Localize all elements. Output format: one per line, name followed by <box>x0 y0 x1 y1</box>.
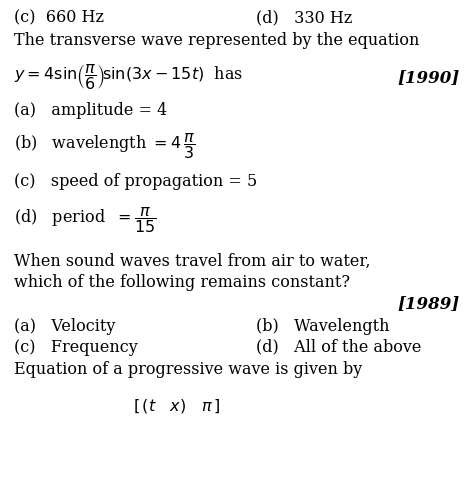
Text: (c)   speed of propagation = 5: (c) speed of propagation = 5 <box>14 173 257 190</box>
Text: The transverse wave represented by the equation: The transverse wave represented by the e… <box>14 32 419 49</box>
Text: (a)   Velocity: (a) Velocity <box>14 318 116 335</box>
Text: [1989]: [1989] <box>398 295 460 312</box>
Text: (b)   wavelength $= 4\,\dfrac{\pi}{3}$: (b) wavelength $= 4\,\dfrac{\pi}{3}$ <box>14 131 195 161</box>
Text: (c)   Frequency: (c) Frequency <box>14 339 138 356</box>
Text: $\left[\, \left(t \quad x\right) \quad \pi\,\right]$: $\left[\, \left(t \quad x\right) \quad \… <box>133 397 220 415</box>
Text: (d)   period  $= \dfrac{\pi}{15}$: (d) period $= \dfrac{\pi}{15}$ <box>14 205 157 235</box>
Text: $y = 4\sin\!\left(\dfrac{\pi}{6}\right)\!\sin(3x - 15t)$  has: $y = 4\sin\!\left(\dfrac{\pi}{6}\right)\… <box>14 62 243 92</box>
Text: (b)   Wavelength: (b) Wavelength <box>256 318 390 335</box>
Text: (c)  660 Hz: (c) 660 Hz <box>14 9 104 26</box>
Text: (a)   amplitude = 4: (a) amplitude = 4 <box>14 102 167 119</box>
Text: (d)   All of the above: (d) All of the above <box>256 339 421 356</box>
Text: When sound waves travel from air to water,: When sound waves travel from air to wate… <box>14 253 371 270</box>
Text: (d)   330 Hz: (d) 330 Hz <box>256 9 352 26</box>
Text: [1990]: [1990] <box>398 69 460 86</box>
Text: Equation of a progressive wave is given by: Equation of a progressive wave is given … <box>14 361 363 378</box>
Text: which of the following remains constant?: which of the following remains constant? <box>14 274 350 291</box>
